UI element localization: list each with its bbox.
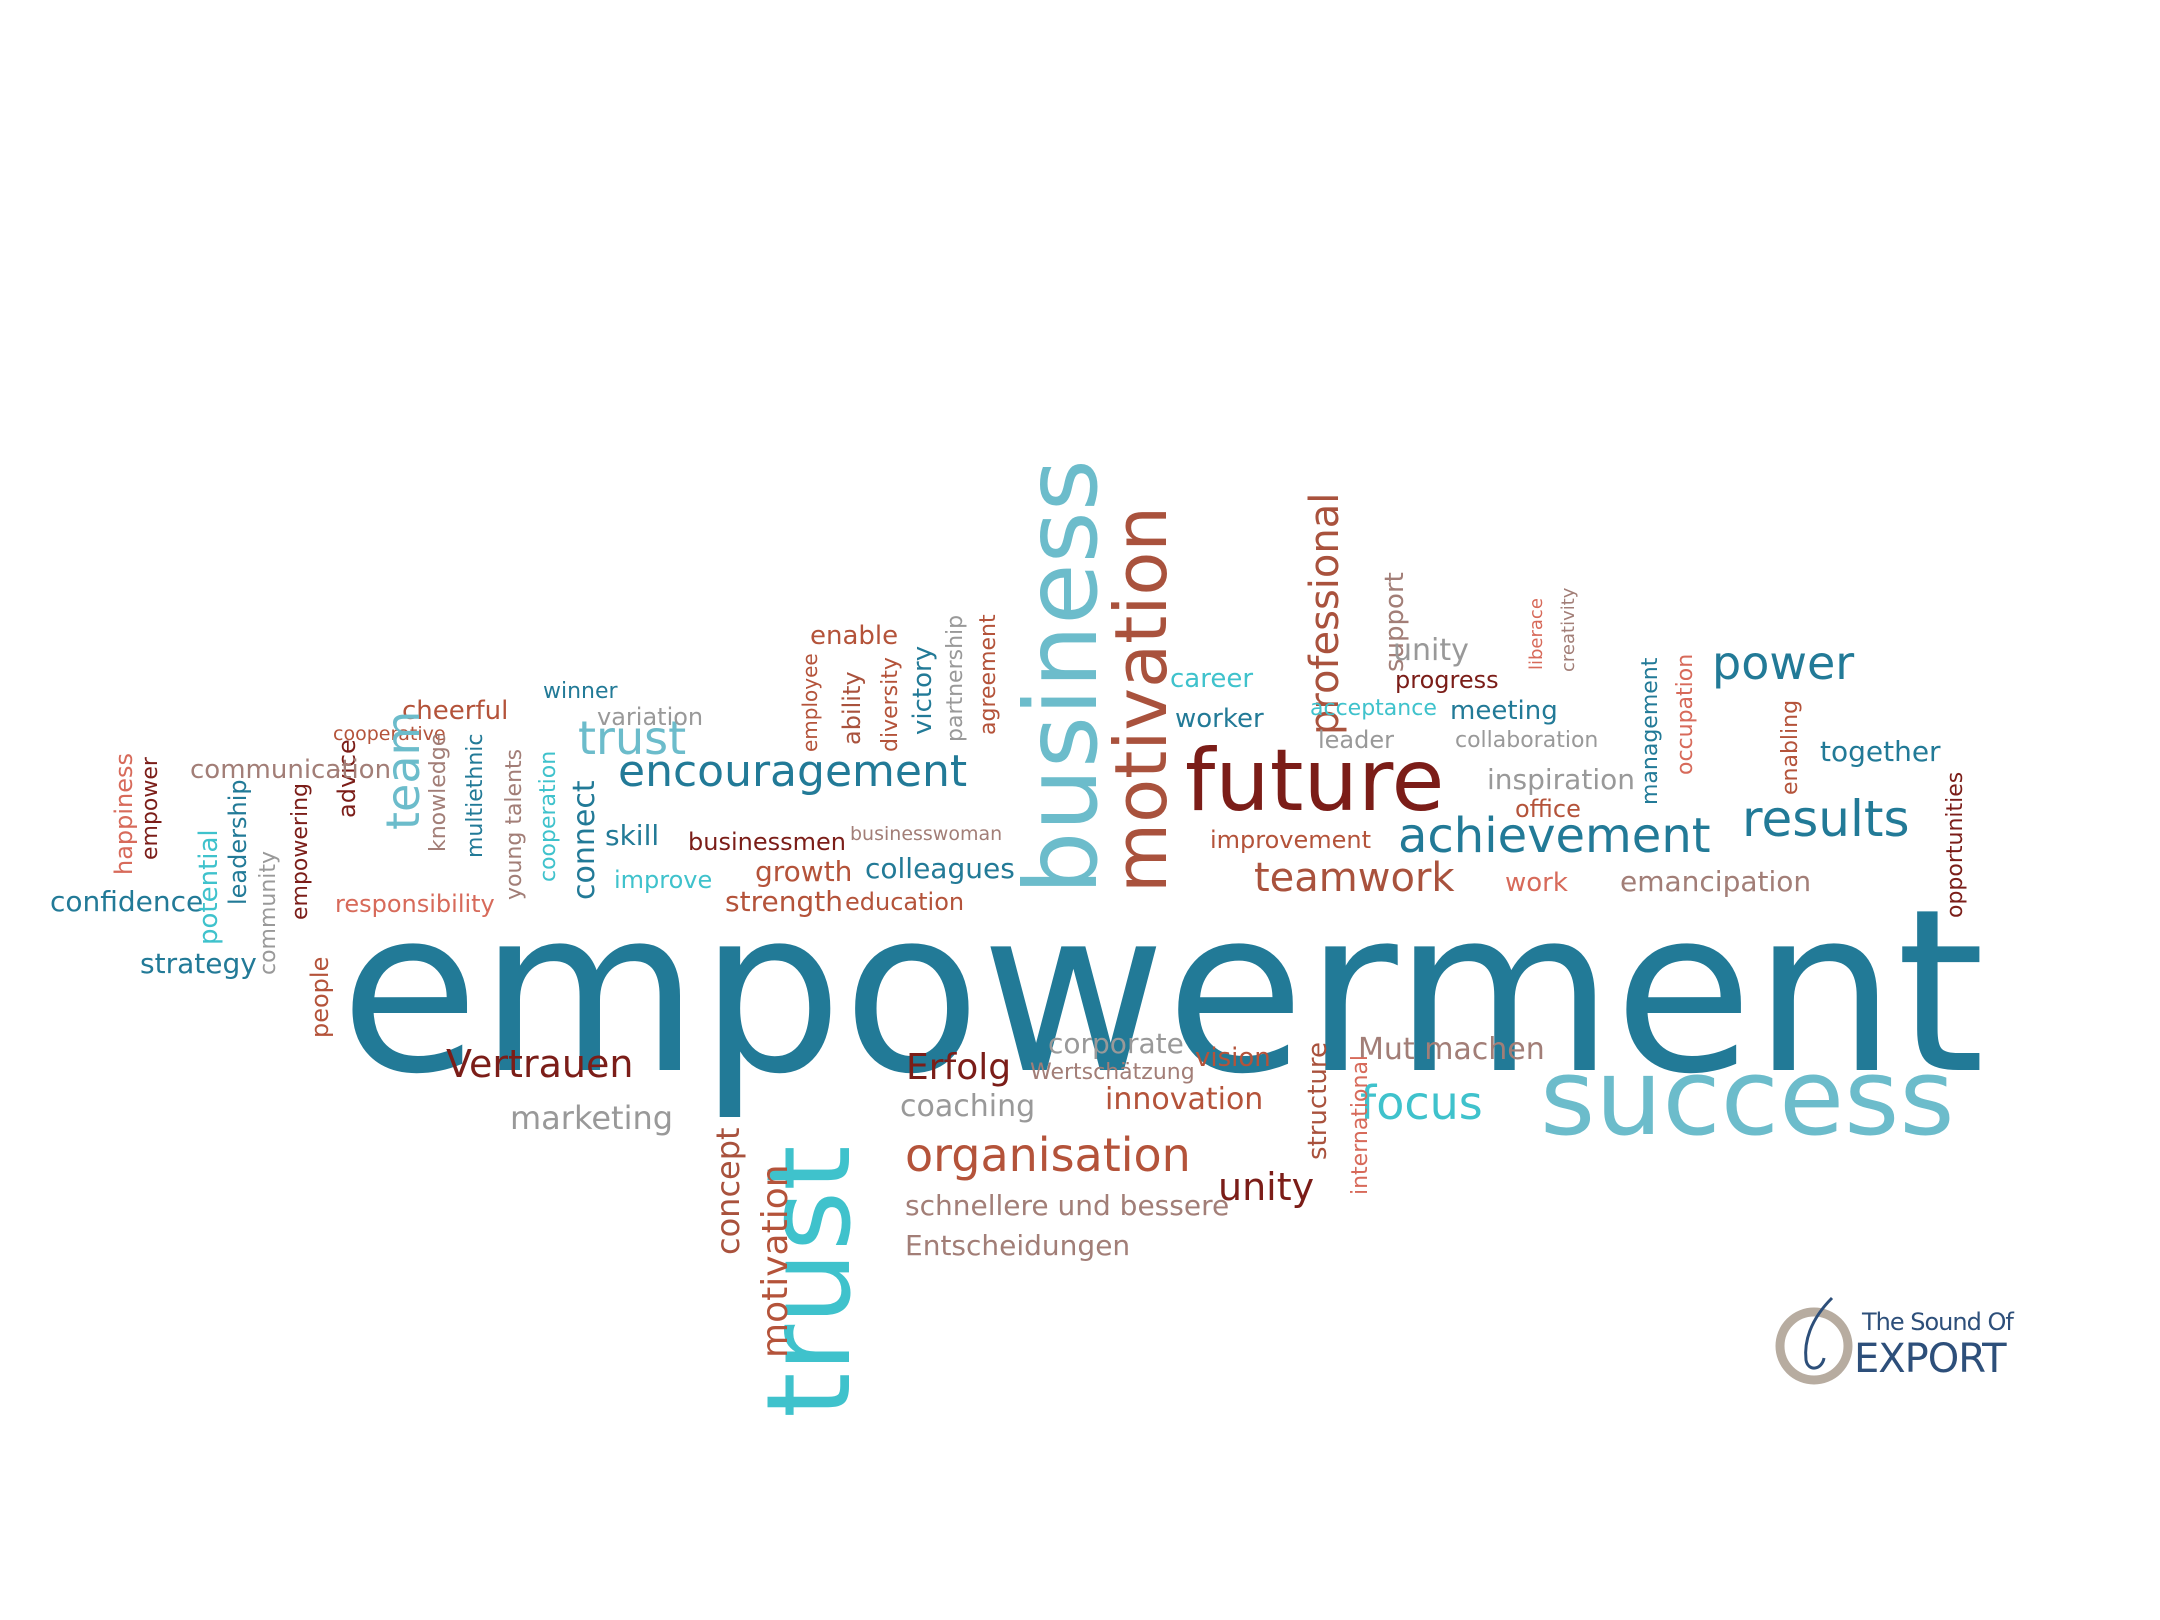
word-ability: ability	[838, 671, 866, 745]
word-empower: empower	[138, 757, 163, 860]
word-international: international	[1348, 1054, 1373, 1195]
word-schnellere: schnellere und bessere	[905, 1189, 1230, 1222]
word-progress: progress	[1395, 666, 1499, 694]
word-entscheidungen: Entscheidungen	[905, 1229, 1131, 1262]
word-leader: leader	[1318, 726, 1395, 754]
word-meeting: meeting	[1450, 696, 1558, 726]
word-power: power	[1712, 636, 1855, 690]
word-trust-small: trust	[578, 711, 687, 765]
word-wertschaetzung: Wertschätzung	[1030, 1060, 1195, 1085]
word-partnership: partnership	[943, 614, 968, 742]
word-skill: skill	[605, 819, 660, 852]
word-empowering: empowering	[288, 783, 313, 920]
word-success: success	[1540, 1036, 1955, 1159]
word-organisation: organisation	[905, 1128, 1191, 1182]
word-results: results	[1742, 790, 1910, 848]
word-cooperation: cooperation	[536, 750, 561, 882]
word-together: together	[1820, 735, 1941, 768]
word-improve: improve	[614, 866, 713, 894]
word-collaboration: collaboration	[1455, 728, 1599, 753]
word-marketing: marketing	[510, 1099, 674, 1137]
word-knowledge: knowledge	[426, 732, 451, 852]
word-unity-top: unity	[1393, 633, 1469, 668]
word-people: people	[306, 956, 334, 1038]
the-sound-of-export-logo: The Sound Of EXPORT	[1770, 1290, 2030, 1400]
word-structure: structure	[1303, 1042, 1333, 1160]
word-enabling: enabling	[1778, 699, 1803, 795]
word-worker: worker	[1175, 704, 1264, 734]
word-teamwork: teamwork	[1254, 855, 1455, 901]
word-leadership: leadership	[224, 779, 252, 905]
word-achievement: achievement	[1398, 808, 1711, 864]
word-business-vertical: business	[1003, 459, 1120, 895]
word-encouragement: encouragement	[618, 746, 968, 797]
word-enable: enable	[810, 621, 899, 651]
word-corporate: corporate	[1048, 1027, 1184, 1060]
word-potential: potential	[194, 829, 224, 945]
word-office: office	[1515, 795, 1581, 823]
word-businesswoman: businesswoman	[850, 823, 1003, 845]
word-erfolg: Erfolg	[906, 1047, 1012, 1088]
word-mut-machen: Mut machen	[1358, 1032, 1545, 1067]
word-empowerment: empowerment	[340, 861, 1985, 1124]
logo-text-line1: The Sound Of	[1862, 1308, 2014, 1336]
word-concept: concept	[709, 1127, 747, 1255]
word-strategy: strategy	[140, 947, 257, 980]
word-emancipation: emancipation	[1620, 865, 1812, 898]
word-strength: strength	[725, 885, 843, 918]
word-opportunities: opportunities	[1943, 771, 1968, 918]
word-unity-bottom: unity	[1218, 1165, 1315, 1209]
word-inspiration: inspiration	[1487, 763, 1635, 796]
word-team: team	[376, 710, 430, 830]
word-employee: employee	[798, 653, 822, 752]
word-improvement: improvement	[1210, 826, 1372, 854]
word-future: future	[1185, 731, 1445, 831]
word-work: work	[1505, 868, 1568, 898]
word-liberace: liberace	[1526, 598, 1547, 670]
word-cooperative: cooperative	[333, 723, 446, 745]
word-vision: vision	[1195, 1043, 1271, 1073]
word-innovation: innovation	[1105, 1082, 1264, 1117]
word-acceptance: acceptance	[1310, 696, 1437, 721]
word-responsibility: responsibility	[335, 890, 495, 918]
word-agreement: agreement	[976, 614, 1001, 735]
word-diversity: diversity	[878, 657, 903, 752]
word-happiness: happiness	[110, 752, 138, 875]
word-motivation-vertical: motivation	[1099, 505, 1183, 893]
word-management: management	[1638, 657, 1663, 805]
word-multiethnic: multiethnic	[463, 733, 488, 858]
word-young-talents: young talents	[502, 748, 527, 900]
word-cheerful: cheerful	[402, 696, 509, 726]
word-communication: communication	[190, 755, 392, 785]
word-winner: winner	[543, 679, 618, 704]
word-occupation: occupation	[1673, 653, 1698, 775]
word-connect: connect	[567, 780, 602, 900]
word-growth: growth	[755, 855, 853, 888]
word-businessmen: businessmen	[688, 828, 846, 856]
word-variation: variation	[597, 703, 704, 731]
word-victory: victory	[908, 645, 938, 735]
word-colleagues: colleagues	[865, 852, 1015, 885]
word-creativity: creativity	[1558, 587, 1579, 672]
logo-text-line2: EXPORT	[1854, 1336, 2007, 1382]
word-vertrauen: Vertrauen	[446, 1042, 634, 1086]
word-motivation-bottom: motivation	[755, 1164, 796, 1358]
word-education: education	[845, 888, 965, 916]
word-coaching: coaching	[900, 1089, 1036, 1124]
logo-emblem-icon	[1775, 1296, 1853, 1385]
word-career: career	[1170, 664, 1254, 694]
word-confidence: confidence	[50, 885, 204, 918]
word-focus: focus	[1360, 1076, 1483, 1130]
word-community: community	[256, 850, 281, 975]
